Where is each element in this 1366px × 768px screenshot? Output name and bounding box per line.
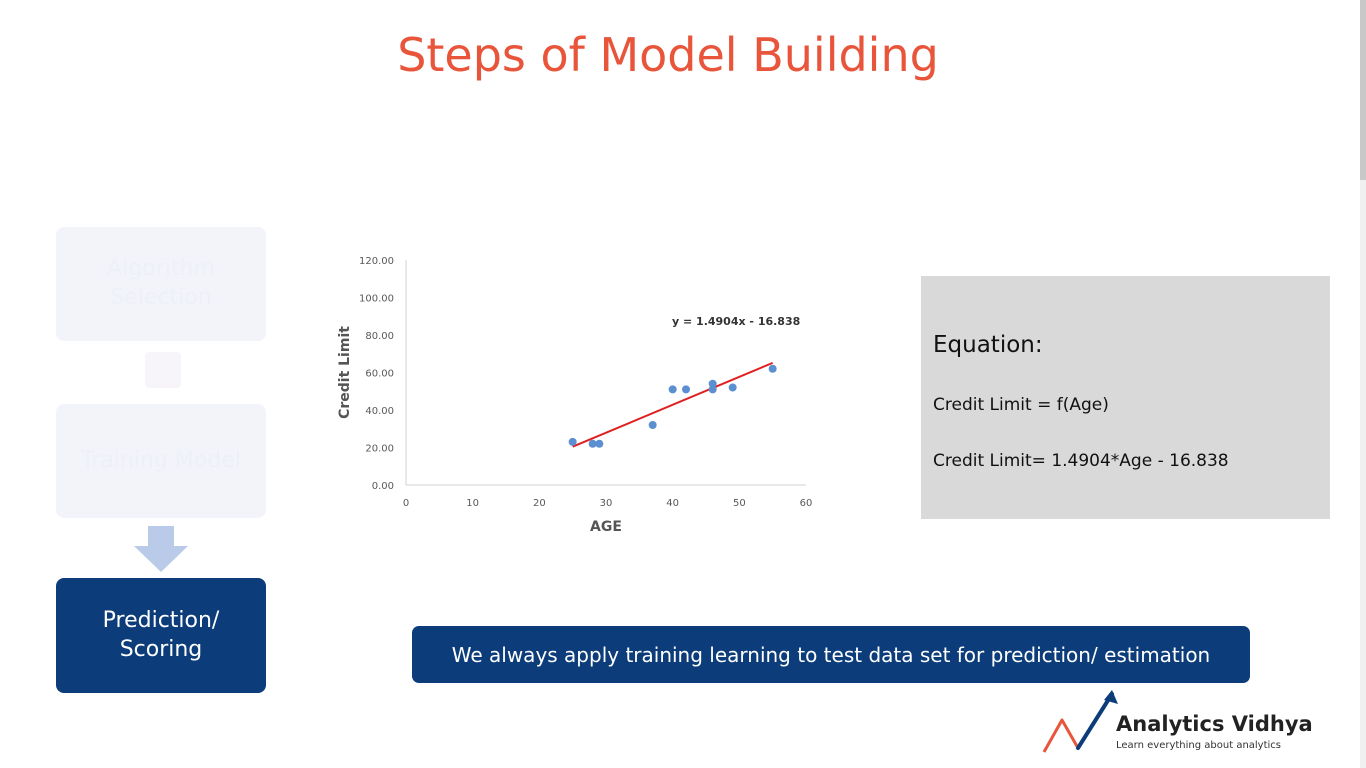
step-label: Training Model: [81, 447, 241, 473]
step-prediction-scoring: Prediction/ Scoring: [56, 578, 266, 693]
x-axis-ticks: 0 10 20 30 40 50 60: [403, 498, 813, 509]
data-point: [588, 439, 597, 448]
data-point: [708, 379, 717, 388]
logo-mark-icon: [1042, 690, 1118, 753]
x-tick-label: 20: [533, 498, 546, 509]
data-point: [682, 385, 690, 394]
x-tick-label: 10: [466, 498, 479, 509]
equation-box: Equation: Credit Limit = f(Age) Credit L…: [921, 276, 1330, 519]
slide-title: Steps of Model Building: [397, 28, 939, 82]
equation-heading: Equation:: [933, 332, 1043, 358]
y-tick-label: 40.00: [365, 406, 394, 417]
y-axis-label: Credit Limit: [337, 326, 353, 419]
faded-connector: [145, 352, 181, 388]
step-label: Algorithm Selection: [107, 256, 215, 310]
equation-line-1: Credit Limit = f(Age): [933, 395, 1109, 415]
chart-svg: 0.00 20.00 40.00 60.00 80.00 100.00 120.00 0 10…: [337, 256, 813, 535]
x-tick-label: 40: [666, 498, 679, 509]
step-training-model: Training Model: [56, 404, 266, 518]
y-tick-label: 80.00: [365, 331, 394, 342]
banner-text: We always apply training learning to tes…: [451, 642, 1211, 667]
logo-name: Analytics Vidhya: [1116, 712, 1313, 736]
data-points: [568, 364, 777, 448]
scatter-chart: 0.00 20.00 40.00 60.00 80.00 100.00 120.00 0 10…: [330, 245, 830, 550]
summary-banner: We always apply training learning to tes…: [412, 626, 1250, 683]
x-axis-label: AGE: [590, 519, 622, 535]
data-point: [708, 385, 717, 394]
arrow-down-icon: [134, 526, 188, 572]
data-point: [568, 437, 577, 446]
x-tick-label: 60: [800, 498, 813, 509]
x-tick-label: 0: [403, 498, 409, 509]
y-tick-label: 60.00: [365, 369, 394, 380]
scrollbar-thumb[interactable]: [1360, 0, 1366, 180]
step-label: Prediction/ Scoring: [102, 607, 220, 662]
step-algorithm-selection: Algorithm Selection: [56, 227, 266, 341]
analytics-vidhya-logo: Analytics Vidhya Learn everything about …: [1040, 688, 1340, 758]
equation-line-2: Credit Limit= 1.4904*Age - 16.838: [933, 451, 1229, 471]
data-point: [595, 439, 604, 448]
y-tick-label: 0.00: [372, 481, 394, 492]
logo-tagline: Learn everything about analytics: [1116, 740, 1282, 751]
trendline-label: y = 1.4904x - 16.838: [672, 315, 800, 328]
y-tick-label: 120.00: [359, 256, 394, 267]
data-point: [668, 385, 677, 394]
x-tick-label: 50: [733, 498, 746, 509]
y-axis-ticks: 0.00 20.00 40.00 60.00 80.00 100.00 120.00: [359, 256, 394, 492]
vertical-scrollbar[interactable]: [1360, 0, 1366, 768]
y-tick-label: 100.00: [359, 294, 394, 305]
trendline: [572, 361, 774, 448]
data-point: [728, 383, 737, 392]
x-tick-label: 30: [600, 498, 613, 509]
y-tick-label: 20.00: [365, 444, 394, 455]
data-point: [768, 364, 777, 373]
data-point: [648, 421, 657, 429]
